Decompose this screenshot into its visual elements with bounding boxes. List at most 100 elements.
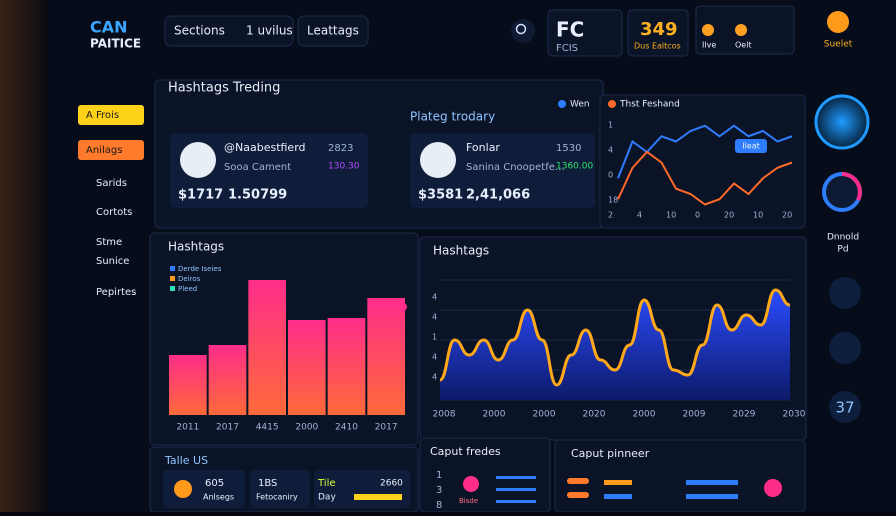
fc-big: FC [556, 18, 584, 42]
legend-label: Derde Iseies [178, 265, 222, 273]
fc-small: FCIS [556, 43, 578, 54]
bar [327, 318, 366, 415]
y-axis-label: 0 [608, 171, 613, 180]
bar [208, 345, 247, 415]
pinneer-line [686, 480, 738, 485]
progress-bar [354, 494, 402, 500]
sidebar-button[interactable] [78, 105, 144, 125]
talle-item [163, 470, 245, 508]
brand: CAN [90, 18, 128, 37]
fredes-line [496, 476, 536, 479]
pinneer-line [604, 494, 632, 499]
pinneer-icon [764, 479, 782, 497]
count-small: Dus Ealtcos [634, 42, 681, 51]
fredes-row: 3 [436, 485, 442, 496]
x-axis-label: 2009 [683, 410, 706, 420]
bar-panel-title: Hashtags [168, 240, 224, 254]
wave-panel-title: Hashtags [433, 244, 489, 258]
fredes-icon [463, 476, 479, 492]
trending-title: Hashtags Treding [168, 81, 280, 96]
sidebar-item[interactable]: Stme [96, 237, 122, 248]
wave-area [440, 290, 790, 400]
fredes-line [496, 500, 536, 503]
fc-card [547, 9, 623, 57]
tab[interactable]: 1 uvilus [246, 24, 293, 38]
y-axis-label: 4 [432, 373, 437, 382]
profile-icon[interactable] [827, 11, 849, 33]
sidebar-item[interactable]: Sarids [96, 178, 127, 189]
x-axis-label: 2011 [176, 423, 199, 433]
status-ring[interactable] [814, 94, 870, 150]
talle-item [250, 470, 310, 508]
tab-box[interactable] [297, 15, 369, 47]
line-panel-title: Plateg trodary [410, 110, 495, 124]
avatar [180, 142, 216, 178]
talle-icon [174, 480, 192, 498]
bar [248, 280, 286, 415]
line-series [617, 150, 793, 206]
sidebar-item[interactable]: Pepirtes [96, 287, 136, 298]
x-axis-label: 10 [753, 211, 763, 220]
x-axis-label: 20 [782, 211, 792, 220]
card-volume: 2,41,066 [466, 188, 530, 203]
legend-label: Wen [570, 100, 590, 110]
right-icon[interactable] [829, 391, 861, 423]
sidebar-item[interactable]: Sunice [96, 256, 129, 267]
tab[interactable]: Sections [174, 24, 225, 38]
right-number: 37 [835, 399, 854, 417]
right-label: Dnnold [827, 233, 859, 243]
search-button[interactable] [511, 19, 535, 43]
tab[interactable]: Leattags [307, 24, 359, 38]
talle-big: Tile [317, 478, 336, 489]
legend-swatch [558, 100, 566, 108]
card-sub: Sooa Cament [224, 162, 291, 173]
legend-swatch [608, 100, 616, 108]
card-price: $1717 [178, 188, 223, 203]
avatar [420, 142, 456, 178]
mini-dot [735, 24, 747, 36]
right-icon[interactable] [829, 277, 861, 309]
trend-card[interactable] [170, 133, 368, 208]
legend-label: Thst Feshand [619, 100, 680, 110]
card-price: $3581 [418, 188, 463, 203]
sidebar-item[interactable]: Anilags [86, 145, 122, 156]
fredes-title: Caput fredes [430, 445, 501, 458]
x-axis-label: 2029 [733, 410, 756, 420]
talle-big: 1BS [258, 478, 277, 489]
bar [288, 320, 326, 415]
donut-arc [841, 172, 862, 201]
talle-small: Fetocaniry [256, 493, 298, 502]
legend-label: Deiros [178, 275, 201, 283]
legend-swatch [170, 276, 175, 281]
trend-card[interactable] [410, 133, 595, 208]
sidebar-button[interactable] [78, 140, 144, 160]
card-meta: 1360.00 [556, 162, 593, 172]
x-axis-label: 10 [666, 211, 676, 220]
talle-big: 605 [205, 478, 224, 489]
right-label: Pd [837, 245, 848, 255]
talle-extra: 2660 [380, 479, 403, 489]
x-axis-label: 2000 [295, 423, 318, 433]
fredes-row: 1 [436, 470, 442, 481]
x-axis-label: 20 [724, 211, 734, 220]
sidebar-item[interactable]: A Frois [86, 110, 119, 121]
brand: PAITICE [90, 37, 141, 51]
badge [735, 139, 767, 153]
pinneer-pill [567, 478, 589, 484]
right-icon[interactable] [829, 332, 861, 364]
profile-label: Suelet [824, 40, 853, 50]
fredes-tag: Bisde [459, 497, 478, 505]
mini-dot [702, 24, 714, 36]
tab-group[interactable] [164, 15, 294, 47]
x-axis-label: 4 [637, 211, 642, 220]
end-dot [399, 303, 407, 311]
talle-small: Day [318, 493, 336, 503]
count-card [627, 9, 689, 57]
legend-swatch [170, 266, 175, 271]
x-axis-label: 4415 [256, 423, 279, 433]
sidebar-item[interactable]: Cortots [96, 207, 132, 218]
y-axis-label: 18 [608, 196, 618, 205]
x-axis-label: 2017 [216, 423, 239, 433]
bar [169, 355, 207, 415]
